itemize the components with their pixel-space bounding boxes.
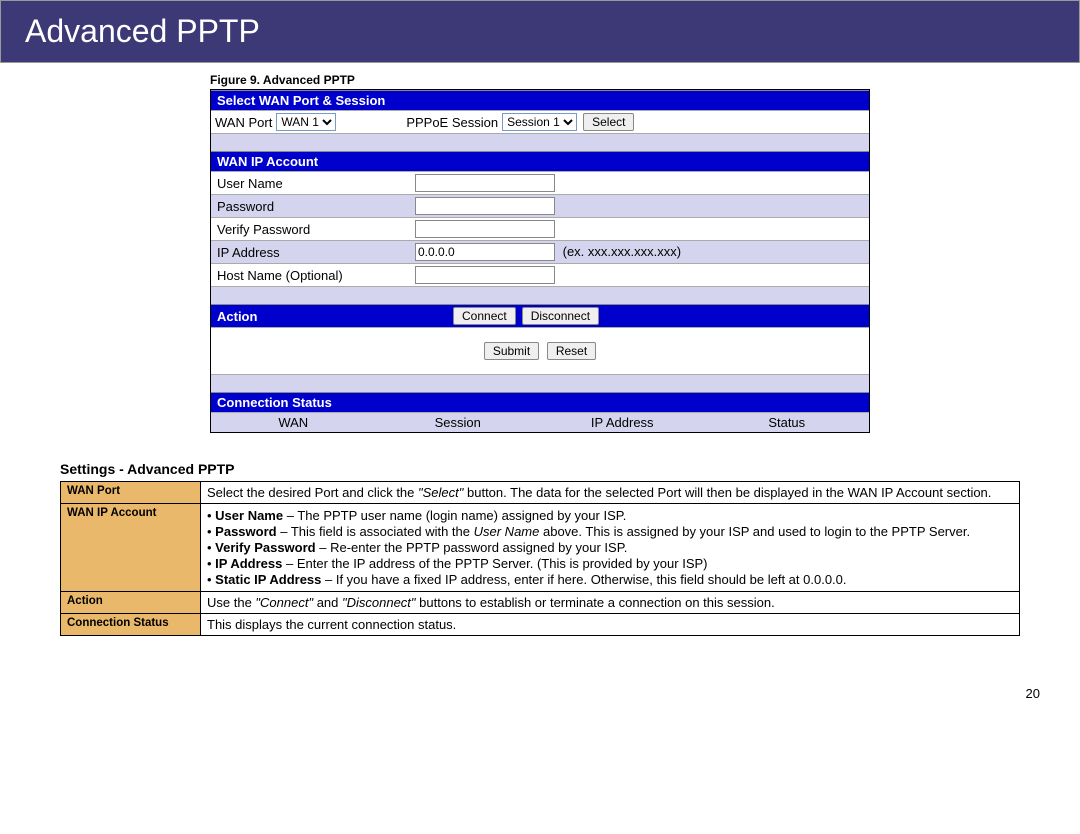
settings-desc-action: Use the "Connect" and "Disconnect" butto… bbox=[201, 592, 1020, 614]
label-ip-address: IP Address bbox=[215, 245, 415, 260]
label-verify-password: Verify Password bbox=[215, 222, 415, 237]
settings-title: Settings - Advanced PPTP bbox=[60, 461, 1020, 477]
page-banner: Advanced PPTP bbox=[0, 0, 1080, 63]
row-verify-password: Verify Password bbox=[211, 217, 869, 240]
settings-key-wan-port: WAN Port bbox=[61, 482, 201, 504]
ip-hint: (ex. xxx.xxx.xxx.xxx) bbox=[563, 244, 681, 259]
page-title: Advanced PPTP bbox=[25, 13, 260, 49]
section-header-action: Action Connect Disconnect bbox=[211, 304, 869, 327]
disconnect-button[interactable]: Disconnect bbox=[522, 307, 599, 325]
pppoe-session-label: PPPoE Session bbox=[406, 115, 498, 130]
section-header-select-port: Select WAN Port & Session bbox=[211, 90, 869, 110]
page-number: 20 bbox=[0, 656, 1080, 711]
router-panel: Select WAN Port & Session WAN Port WAN 1… bbox=[210, 89, 870, 433]
blank-row bbox=[211, 374, 869, 392]
table-row: Connection Status This displays the curr… bbox=[61, 614, 1020, 636]
row-host-name: Host Name (Optional) bbox=[211, 263, 869, 286]
settings-desc-wan-ip: • User Name – The PPTP user name (login … bbox=[201, 504, 1020, 592]
status-col-session: Session bbox=[376, 413, 541, 432]
status-col-status: Status bbox=[705, 413, 870, 432]
status-col-wan: WAN bbox=[211, 413, 376, 432]
input-password[interactable] bbox=[415, 197, 555, 215]
settings-desc-conn-status: This displays the current connection sta… bbox=[201, 614, 1020, 636]
table-row: Action Use the "Connect" and "Disconnect… bbox=[61, 592, 1020, 614]
connect-button[interactable]: Connect bbox=[453, 307, 516, 325]
row-password: Password bbox=[211, 194, 869, 217]
input-host-name[interactable] bbox=[415, 266, 555, 284]
wan-port-label: WAN Port bbox=[215, 115, 272, 130]
section-header-conn-status: Connection Status bbox=[211, 392, 869, 412]
action-label: Action bbox=[217, 309, 453, 324]
settings-key-wan-ip: WAN IP Account bbox=[61, 504, 201, 592]
input-username[interactable] bbox=[415, 174, 555, 192]
label-username: User Name bbox=[215, 176, 415, 191]
submit-button[interactable]: Submit bbox=[484, 342, 539, 360]
row-username: User Name bbox=[211, 171, 869, 194]
settings-key-action: Action bbox=[61, 592, 201, 614]
section-header-wan-ip: WAN IP Account bbox=[211, 151, 869, 171]
wan-session-row: WAN Port WAN 1 PPPoE Session Session 1 S… bbox=[211, 110, 869, 133]
figure-caption: Figure 9. Advanced PPTP bbox=[210, 73, 1020, 87]
submit-row: Submit Reset bbox=[211, 327, 869, 374]
wan-port-select[interactable]: WAN 1 bbox=[276, 113, 336, 131]
status-columns-row: WAN Session IP Address Status bbox=[211, 412, 869, 432]
table-row: WAN IP Account • User Name – The PPTP us… bbox=[61, 504, 1020, 592]
status-col-ip: IP Address bbox=[540, 413, 705, 432]
label-host-name: Host Name (Optional) bbox=[215, 268, 415, 283]
blank-row bbox=[211, 133, 869, 151]
table-row: WAN Port Select the desired Port and cli… bbox=[61, 482, 1020, 504]
label-password: Password bbox=[215, 199, 415, 214]
blank-row bbox=[211, 286, 869, 304]
pppoe-session-select[interactable]: Session 1 bbox=[502, 113, 577, 131]
row-ip-address: IP Address (ex. xxx.xxx.xxx.xxx) bbox=[211, 240, 869, 263]
select-button[interactable]: Select bbox=[583, 113, 634, 131]
input-verify-password[interactable] bbox=[415, 220, 555, 238]
content-area: Figure 9. Advanced PPTP Select WAN Port … bbox=[0, 63, 1080, 656]
settings-table: WAN Port Select the desired Port and cli… bbox=[60, 481, 1020, 636]
settings-desc-wan-port: Select the desired Port and click the "S… bbox=[201, 482, 1020, 504]
settings-key-conn-status: Connection Status bbox=[61, 614, 201, 636]
reset-button[interactable]: Reset bbox=[547, 342, 596, 360]
input-ip-address[interactable] bbox=[415, 243, 555, 261]
